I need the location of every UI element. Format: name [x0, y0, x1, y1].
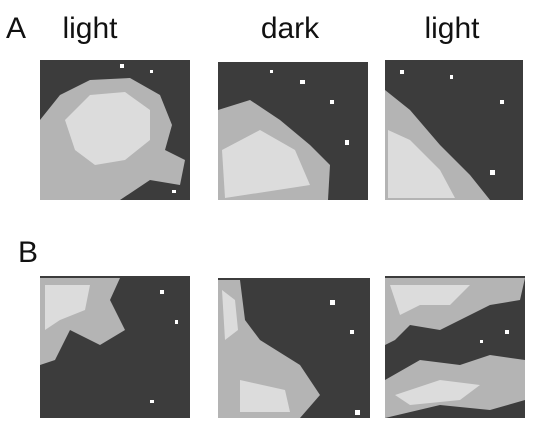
rate-map: [40, 60, 190, 200]
figure: A light dark light B: [0, 0, 537, 425]
rate-map: [218, 278, 370, 418]
condition-label: light: [424, 12, 480, 45]
panel-label: A: [6, 12, 26, 45]
condition-label: light: [62, 12, 118, 45]
rate-map: [40, 276, 190, 418]
rate-map: [218, 62, 368, 200]
rate-map: [385, 276, 525, 418]
panel-label: B: [18, 236, 38, 269]
rate-map: [385, 60, 523, 200]
condition-label: dark: [261, 12, 320, 45]
